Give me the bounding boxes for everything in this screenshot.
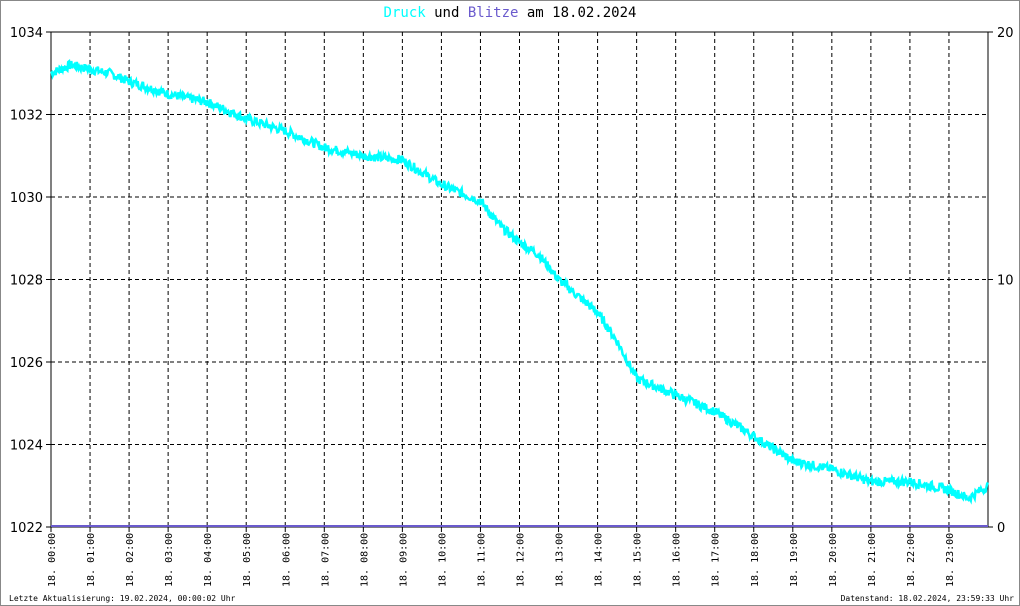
x-tick-label: 18. 23:00	[945, 533, 956, 587]
x-tick-label: 18. 04:00	[203, 533, 214, 587]
x-tick-label: 18. 15:00	[633, 533, 644, 587]
x-tick-label: 18. 08:00	[359, 533, 370, 587]
x-tick-label: 18. 11:00	[476, 533, 487, 587]
y2-tick-label: 0	[997, 521, 1005, 536]
title-blitze: Blitze	[467, 5, 519, 21]
title-und: und	[434, 5, 460, 21]
y2-tick-label: 20	[997, 26, 1014, 41]
x-tick-label: 18. 07:00	[320, 533, 331, 587]
x-tick-label: 18. 18:00	[750, 533, 761, 587]
x-tick-label: 18. 13:00	[555, 533, 566, 587]
x-tick-label: 18. 06:00	[281, 533, 292, 587]
y-tick-label: 1028	[10, 274, 43, 289]
y-tick-label: 1030	[10, 191, 43, 206]
last-update: Letzte Aktualisierung: 19.02.2024, 00:00…	[9, 594, 236, 603]
x-tick-label: 18. 17:00	[711, 533, 722, 587]
x-tick-label: 18. 21:00	[867, 533, 878, 587]
x-tick-label: 18. 14:00	[594, 533, 605, 587]
x-tick-label: 18. 05:00	[242, 533, 253, 587]
y-tick-label: 1034	[10, 26, 43, 41]
y-tick-label: 1022	[10, 521, 43, 536]
x-tick-label: 18. 09:00	[398, 533, 409, 587]
x-tick-label: 18. 01:00	[86, 533, 97, 587]
pressure-line	[50, 59, 990, 505]
y-tick-label: 1024	[10, 439, 43, 454]
y-tick-label: 1026	[10, 356, 43, 371]
x-tick-label: 18. 03:00	[164, 533, 175, 587]
title-druck: Druck	[383, 5, 426, 21]
x-tick-label: 18. 20:00	[828, 533, 839, 587]
x-tick-label: 18. 16:00	[672, 533, 683, 587]
title-date: am 18.02.2024	[526, 5, 637, 21]
y-tick-label: 1032	[10, 109, 43, 124]
x-tick-label: 18. 12:00	[516, 533, 527, 587]
data-status: Datenstand: 18.02.2024, 23:59:33 Uhr	[840, 594, 1014, 603]
x-tick-label: 18. 00:00	[47, 533, 58, 587]
x-tick-label: 18. 10:00	[437, 533, 448, 587]
x-tick-label: 18. 02:00	[125, 533, 136, 587]
chart-title: Druck und Blitze am 18.02.2024	[1, 5, 1019, 21]
x-tick-label: 18. 22:00	[906, 533, 917, 587]
y2-tick-label: 10	[997, 274, 1014, 289]
x-tick-label: 18. 19:00	[789, 533, 800, 587]
